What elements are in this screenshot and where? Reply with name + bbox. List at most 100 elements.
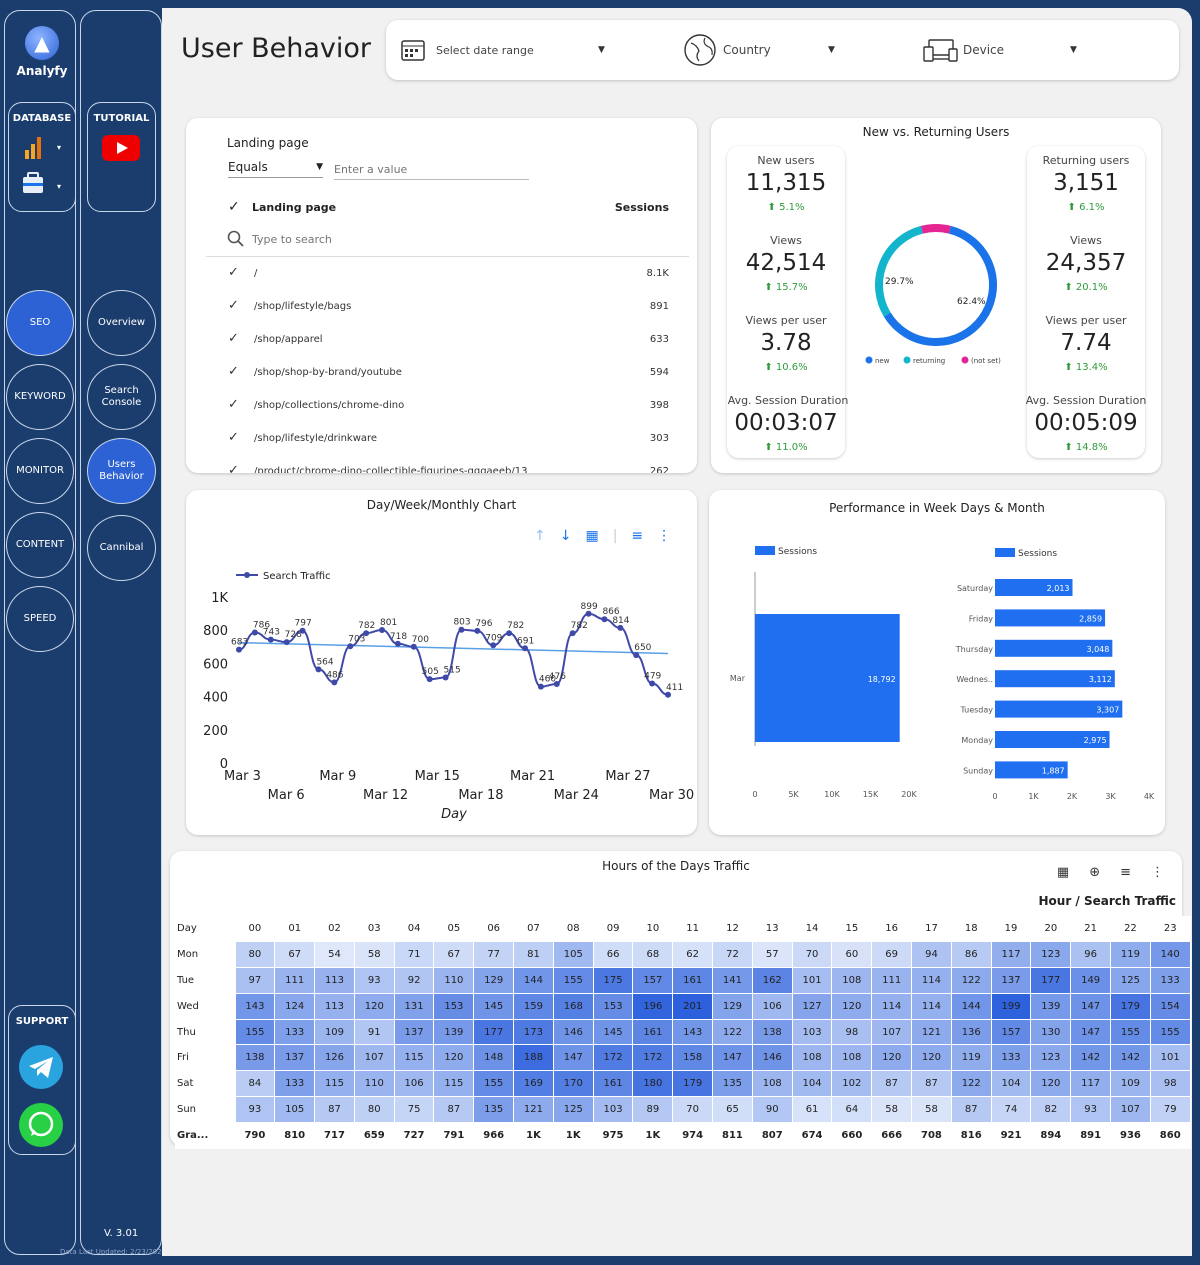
heatmap-cell[interactable]: 162 bbox=[752, 967, 793, 994]
sort-ascending-icon[interactable]: ↑ bbox=[534, 528, 546, 544]
heatmap-cell[interactable]: 93 bbox=[235, 1096, 276, 1123]
heatmap-cell[interactable]: 98 bbox=[831, 1019, 873, 1046]
heatmap-cell[interactable]: 121 bbox=[513, 1096, 554, 1123]
bar[interactable] bbox=[995, 731, 1110, 748]
heatmap-cell[interactable]: 102 bbox=[831, 1070, 873, 1098]
data-point[interactable] bbox=[442, 674, 449, 681]
data-point[interactable] bbox=[426, 676, 433, 683]
heatmap-cell[interactable]: 89 bbox=[632, 1096, 674, 1123]
heatmap-cell[interactable]: 74 bbox=[991, 1096, 1032, 1123]
heatmap-cell[interactable]: 87 bbox=[871, 1070, 913, 1098]
heatmap-cell[interactable]: 137 bbox=[274, 1044, 316, 1072]
nav-monitor[interactable]: MONITOR bbox=[6, 438, 74, 504]
row-checkbox[interactable]: ✓ bbox=[228, 331, 239, 346]
filter-icon[interactable]: ≡ bbox=[1120, 865, 1131, 880]
heatmap-cell[interactable]: 137 bbox=[991, 967, 1032, 994]
heatmap-cell[interactable]: 148 bbox=[473, 1044, 515, 1072]
landing-search-input[interactable] bbox=[252, 231, 552, 247]
heatmap-cell[interactable]: 196 bbox=[632, 993, 674, 1020]
heatmap-cell[interactable]: 143 bbox=[235, 993, 276, 1020]
landing-value-input[interactable] bbox=[334, 160, 529, 180]
heatmap-cell[interactable]: 111 bbox=[274, 967, 316, 994]
data-point[interactable] bbox=[553, 680, 560, 687]
heatmap-cell[interactable]: 170 bbox=[553, 1070, 594, 1098]
bar[interactable] bbox=[995, 579, 1073, 596]
heatmap-cell[interactable]: 121 bbox=[911, 1019, 952, 1046]
more-options-icon[interactable]: ⋮ bbox=[657, 528, 672, 544]
heatmap-cell[interactable]: 147 bbox=[712, 1044, 753, 1072]
data-point[interactable] bbox=[665, 691, 671, 698]
heatmap-cell[interactable]: 122 bbox=[951, 1070, 992, 1098]
data-point[interactable] bbox=[410, 643, 417, 650]
heatmap-cell[interactable]: 111 bbox=[871, 967, 913, 994]
heatmap-cell[interactable]: 123 bbox=[1030, 1044, 1072, 1072]
heatmap-cell[interactable]: 93 bbox=[354, 967, 395, 994]
data-point[interactable] bbox=[617, 624, 624, 631]
heatmap-cell[interactable]: 161 bbox=[632, 1019, 674, 1046]
heatmap-cell[interactable]: 139 bbox=[433, 1019, 475, 1046]
bar[interactable] bbox=[995, 609, 1106, 627]
landing-row[interactable]: ✓ / 8.1K bbox=[228, 265, 669, 284]
nav-users-behavior[interactable]: Users Behavior bbox=[87, 438, 156, 504]
heatmap-cell[interactable]: 172 bbox=[593, 1044, 634, 1072]
heatmap-cell[interactable]: 67 bbox=[433, 941, 475, 969]
heatmap-cell[interactable]: 84 bbox=[235, 1070, 276, 1098]
heatmap-cell[interactable]: 146 bbox=[553, 1019, 594, 1046]
heatmap-cell[interactable]: 123 bbox=[1030, 941, 1072, 969]
nav-speed[interactable]: SPEED bbox=[6, 586, 74, 652]
select-all-checkbox[interactable]: ✓ bbox=[228, 199, 240, 215]
data-point[interactable] bbox=[522, 645, 528, 652]
heatmap-cell[interactable]: 115 bbox=[394, 1044, 435, 1072]
bar[interactable] bbox=[995, 639, 1113, 657]
heatmap-cell[interactable]: 147 bbox=[553, 1044, 594, 1072]
bar[interactable] bbox=[995, 700, 1123, 718]
heatmap-cell[interactable]: 67 bbox=[274, 941, 316, 969]
heatmap-cell[interactable]: 120 bbox=[433, 1044, 475, 1072]
heatmap-cell[interactable]: 146 bbox=[752, 1044, 793, 1072]
heatmap-cell[interactable]: 168 bbox=[553, 993, 594, 1020]
hour-header[interactable]: 21 bbox=[1070, 916, 1112, 943]
heatmap-cell[interactable]: 136 bbox=[951, 1019, 992, 1046]
heatmap-cell[interactable]: 133 bbox=[274, 1070, 316, 1098]
heatmap-cell[interactable]: 188 bbox=[513, 1044, 554, 1072]
heatmap-cell[interactable]: 133 bbox=[1150, 967, 1191, 994]
heatmap-cell[interactable]: 107 bbox=[871, 1019, 913, 1046]
heatmap-cell[interactable]: 159 bbox=[513, 993, 554, 1020]
hour-header[interactable]: 17 bbox=[911, 916, 952, 943]
heatmap-cell[interactable]: 179 bbox=[1110, 993, 1151, 1020]
heatmap-cell[interactable]: 101 bbox=[1150, 1044, 1191, 1072]
bar[interactable] bbox=[995, 670, 1115, 688]
nav-keyword[interactable]: KEYWORD bbox=[6, 364, 74, 430]
donut-slice-new[interactable] bbox=[883, 225, 997, 346]
heatmap-cell[interactable]: 81 bbox=[513, 941, 554, 969]
heatmap-cell[interactable]: 87 bbox=[951, 1096, 992, 1123]
toolbox-icon[interactable] bbox=[23, 172, 43, 193]
heatmap-cell[interactable]: 161 bbox=[593, 1070, 634, 1098]
drill-down-icon[interactable]: ▦ bbox=[585, 528, 599, 544]
heatmap-cell[interactable]: 114 bbox=[911, 967, 952, 994]
heatmap-cell[interactable]: 133 bbox=[274, 1019, 316, 1046]
data-point[interactable] bbox=[331, 679, 338, 686]
heatmap-cell[interactable]: 119 bbox=[951, 1044, 992, 1072]
heatmap-cell[interactable]: 104 bbox=[792, 1070, 833, 1098]
heatmap-cell[interactable]: 138 bbox=[752, 1019, 793, 1046]
sort-descending-icon[interactable]: ↓ bbox=[559, 528, 572, 544]
device-filter[interactable]: Device ▼ bbox=[923, 32, 1083, 68]
hour-header[interactable]: 10 bbox=[632, 916, 674, 943]
hour-header[interactable]: 23 bbox=[1150, 916, 1191, 943]
drill-down-icon[interactable]: ▦ bbox=[1056, 865, 1070, 880]
hour-header[interactable]: 18 bbox=[951, 916, 992, 943]
heatmap-cell[interactable]: 145 bbox=[473, 993, 515, 1020]
heatmap-cell[interactable]: 96 bbox=[1070, 941, 1112, 969]
bar-chart-icon[interactable] bbox=[25, 137, 41, 159]
heatmap-cell[interactable]: 105 bbox=[274, 1096, 316, 1123]
heatmap-cell[interactable]: 135 bbox=[712, 1070, 753, 1098]
hour-header[interactable]: 05 bbox=[433, 916, 475, 943]
hour-header[interactable]: 08 bbox=[553, 916, 594, 943]
heatmap-cell[interactable]: 120 bbox=[831, 993, 873, 1020]
heatmap-cell[interactable]: 107 bbox=[1110, 1096, 1151, 1123]
hour-header[interactable]: 22 bbox=[1110, 916, 1151, 943]
heatmap-cell[interactable]: 94 bbox=[911, 941, 952, 969]
youtube-icon[interactable] bbox=[102, 135, 142, 163]
heatmap-cell[interactable]: 126 bbox=[314, 1044, 355, 1072]
